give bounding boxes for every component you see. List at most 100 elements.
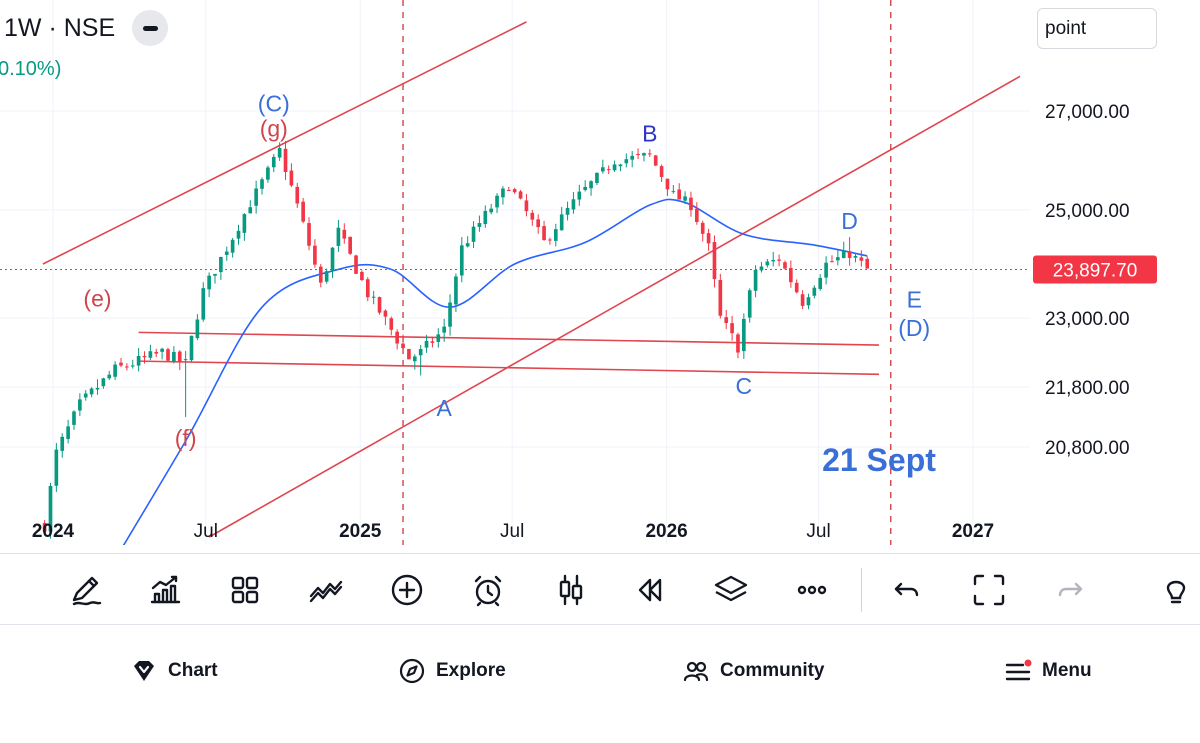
candle [389, 316, 394, 336]
candle-body [78, 399, 82, 411]
candle-body [724, 317, 729, 323]
price-chart[interactable]: 27,000.00 25,000.00 23,000.00 21,800.00 20,8… [0, 0, 1200, 553]
alarm-icon [474, 575, 502, 607]
candle-body [418, 348, 423, 356]
indicators-button[interactable] [143, 568, 187, 612]
candle [330, 247, 335, 279]
nav-menu[interactable]: Menu [1004, 656, 1092, 686]
candle [524, 194, 529, 217]
candle-body [401, 343, 405, 349]
candle-body [542, 226, 546, 240]
nav-explore[interactable]: Explore [398, 656, 506, 686]
candle-body [830, 261, 834, 263]
candle-body [677, 189, 682, 200]
candle-body [113, 364, 117, 377]
more-button[interactable] [790, 568, 834, 612]
price-tick-label: 23,000.00 [1045, 309, 1130, 330]
candle-body [841, 250, 846, 259]
nav-chart[interactable]: Chart [130, 656, 218, 686]
candle [589, 180, 593, 196]
candle [448, 294, 452, 336]
candle [142, 351, 147, 364]
candle [301, 197, 305, 224]
candle-body [847, 251, 852, 258]
replay-button[interactable] [628, 568, 672, 612]
plus-circle-icon [391, 574, 423, 606]
candle-body [266, 167, 270, 180]
candle [753, 265, 758, 298]
candle [271, 154, 276, 173]
candle-body [836, 257, 840, 261]
candle-body [148, 351, 153, 358]
wave-label: (D) [898, 315, 930, 341]
candle-body [612, 164, 617, 171]
candle [130, 359, 135, 369]
candle [254, 180, 258, 214]
candle-body [512, 189, 517, 193]
candle [771, 251, 776, 267]
candle-body [683, 196, 687, 201]
candle [465, 236, 470, 248]
add-button[interactable] [385, 568, 429, 612]
candle-body [753, 269, 758, 291]
candle [789, 260, 793, 288]
wave-label: B [642, 120, 657, 146]
candle [201, 282, 206, 322]
candle [424, 334, 429, 353]
candle [765, 259, 770, 268]
candle [689, 191, 693, 217]
candle [565, 201, 570, 221]
candle-body [136, 355, 141, 366]
candle [653, 154, 658, 167]
candle-body [618, 164, 623, 167]
wave-label: (f) [175, 425, 197, 451]
candle-body [66, 426, 70, 439]
candle [571, 191, 576, 214]
candle-body [254, 188, 258, 206]
undo-button[interactable] [885, 568, 929, 612]
candle [213, 273, 217, 284]
candle [60, 433, 65, 458]
patterns-button[interactable] [304, 568, 348, 612]
candle-body [142, 355, 147, 358]
layers-button[interactable] [709, 568, 753, 612]
candle-body [530, 212, 535, 220]
wave-label: A [436, 395, 452, 421]
candle [818, 274, 823, 291]
wave-label: C [736, 373, 753, 399]
unit-select[interactable]: point [1037, 8, 1157, 49]
candle-body [160, 348, 164, 352]
draw-brush-button[interactable] [64, 568, 108, 612]
candle-body [642, 153, 646, 156]
candle-body [154, 351, 159, 354]
candle [83, 389, 88, 401]
candle [595, 172, 599, 186]
fullscreen-button[interactable] [967, 568, 1011, 612]
candle-body [324, 271, 329, 282]
candle-body [589, 181, 593, 189]
candle [336, 219, 341, 252]
price-change: 0.10%) [0, 58, 62, 80]
symbol-title[interactable]: 1W · NSE [4, 14, 116, 42]
collapse-button[interactable] [132, 10, 168, 46]
last-price-badge [1033, 255, 1157, 284]
redo-button[interactable] [1048, 568, 1092, 612]
candle [365, 277, 370, 302]
chart-type-button[interactable] [549, 568, 593, 612]
candle [72, 410, 76, 430]
layouts-button[interactable] [223, 568, 267, 612]
idea-button[interactable] [1156, 568, 1200, 612]
candle-body [342, 229, 347, 239]
price-tick-label: 21,800.00 [1045, 378, 1130, 399]
candle-body [689, 197, 693, 211]
candle [630, 150, 635, 168]
candle [113, 361, 117, 380]
candle-body [83, 393, 88, 398]
alert-button[interactable] [466, 568, 510, 612]
candle [553, 223, 558, 247]
nav-community[interactable]: Community [682, 656, 825, 686]
candle [677, 183, 682, 200]
candle [383, 309, 388, 326]
candle [841, 241, 846, 259]
candle [730, 315, 734, 341]
